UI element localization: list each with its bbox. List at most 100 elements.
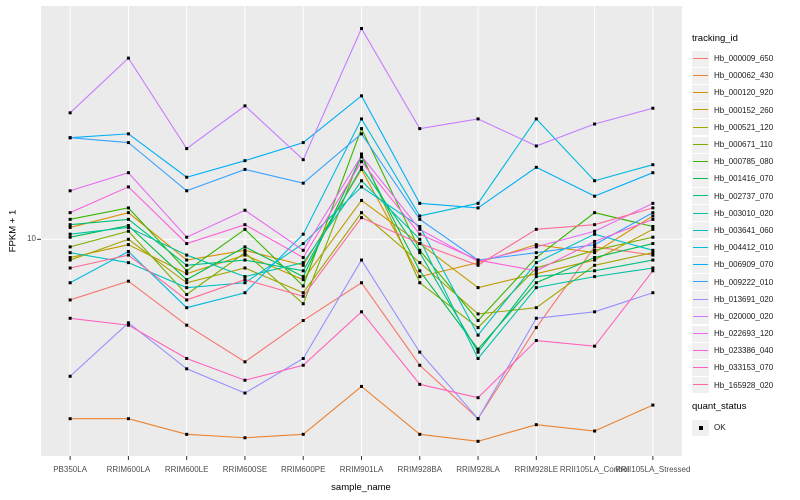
data-point	[126, 56, 130, 60]
data-point	[301, 291, 305, 295]
data-point	[68, 417, 72, 421]
legend-key-line-icon	[692, 308, 709, 325]
legend-item-Hb_000062_430: Hb_000062_430	[692, 67, 773, 84]
data-point	[301, 242, 305, 246]
data-point	[126, 249, 130, 253]
data-point	[185, 235, 189, 239]
data-point	[593, 211, 597, 215]
data-point	[651, 291, 655, 295]
data-point	[126, 321, 130, 325]
legend-item-Hb_000521_120: Hb_000521_120	[692, 119, 773, 136]
data-point	[418, 127, 422, 131]
data-point	[360, 27, 363, 31]
legend-item-Hb_000671_110: Hb_000671_110	[692, 136, 773, 153]
data-point	[301, 356, 305, 360]
data-point	[126, 185, 130, 189]
data-point	[476, 258, 480, 262]
legend-item-Hb_020000_020: Hb_020000_020	[692, 308, 773, 325]
data-point	[360, 154, 363, 158]
data-point	[651, 171, 655, 175]
data-point	[418, 227, 422, 231]
data-point	[593, 194, 597, 198]
data-point	[534, 306, 538, 310]
data-point	[593, 269, 597, 273]
data-point	[68, 211, 72, 215]
legend-key-line-icon	[692, 50, 709, 67]
data-point	[651, 106, 655, 110]
data-point	[301, 248, 305, 252]
legend-label: Hb_000120_920	[714, 88, 774, 98]
data-point	[593, 229, 597, 233]
data-point	[185, 432, 189, 436]
data-point	[243, 258, 247, 262]
data-point	[476, 350, 480, 354]
x-tick-label-RRIM928LE: RRIM928LE	[514, 465, 559, 474]
data-point	[418, 382, 422, 386]
legend-label: Hb_000152_260	[714, 105, 774, 115]
data-point	[68, 189, 72, 193]
data-point	[534, 281, 538, 285]
legend-key-line-icon	[692, 359, 709, 376]
data-point	[126, 261, 130, 265]
data-point	[534, 243, 538, 247]
x-tick-label-RRIM928LA: RRIM928LA	[456, 465, 500, 474]
data-point	[243, 104, 247, 108]
data-point	[68, 281, 72, 285]
x-tick-label-PB350LA: PB350LA	[53, 465, 88, 474]
data-point	[185, 189, 189, 193]
legend-label: Hb_009222_010	[714, 277, 774, 287]
data-point	[185, 286, 189, 290]
data-point	[593, 232, 597, 236]
data-point	[476, 206, 480, 210]
x-tick-label-RRIM928BA: RRIM928BA	[397, 465, 442, 474]
legend-key-line-icon	[692, 205, 709, 222]
data-point	[126, 171, 130, 175]
data-point	[126, 323, 130, 327]
data-point	[534, 286, 538, 290]
legend-label: Hb_006909_070	[714, 260, 774, 270]
data-point	[534, 227, 538, 231]
data-point	[360, 258, 363, 262]
data-point	[360, 179, 363, 183]
data-point	[301, 278, 305, 282]
data-point	[534, 269, 538, 273]
legend-item-Hb_023386_040: Hb_023386_040	[692, 342, 773, 359]
data-point	[301, 269, 305, 273]
data-point	[243, 278, 247, 282]
legend-item-Hb_000009_650: Hb_000009_650	[692, 50, 773, 67]
data-point	[185, 356, 189, 360]
data-point	[476, 263, 480, 267]
data-point	[651, 269, 655, 273]
data-point	[418, 251, 422, 255]
ok-point-key-icon	[692, 419, 709, 436]
legend-item-Hb_165928_020: Hb_165928_020	[692, 377, 773, 394]
data-point	[185, 175, 189, 179]
data-point	[126, 417, 130, 421]
data-point	[360, 132, 363, 136]
legend-item-Hb_003641_060: Hb_003641_060	[692, 222, 773, 239]
data-point	[126, 211, 130, 215]
data-point	[593, 223, 597, 227]
data-point	[360, 198, 363, 202]
data-point	[360, 167, 363, 171]
data-point	[185, 242, 189, 246]
legend-label: Hb_000671_110	[714, 140, 773, 150]
data-point	[534, 251, 538, 255]
data-point	[243, 159, 247, 163]
data-point	[418, 269, 422, 273]
data-point	[476, 347, 480, 351]
data-point	[185, 147, 189, 151]
data-point	[185, 281, 189, 285]
data-point	[534, 117, 538, 121]
legend-item-ok: OK	[692, 419, 726, 436]
data-point	[126, 237, 130, 241]
legend-label: Hb_000785_080	[714, 157, 774, 167]
data-point	[418, 350, 422, 354]
data-point	[534, 144, 538, 148]
legend: tracking_id Hb_000009_650 Hb_000062_430 Hb…	[690, 0, 800, 500]
data-point	[68, 316, 72, 320]
data-point	[68, 235, 72, 239]
data-point	[534, 266, 538, 270]
data-point	[301, 181, 305, 185]
